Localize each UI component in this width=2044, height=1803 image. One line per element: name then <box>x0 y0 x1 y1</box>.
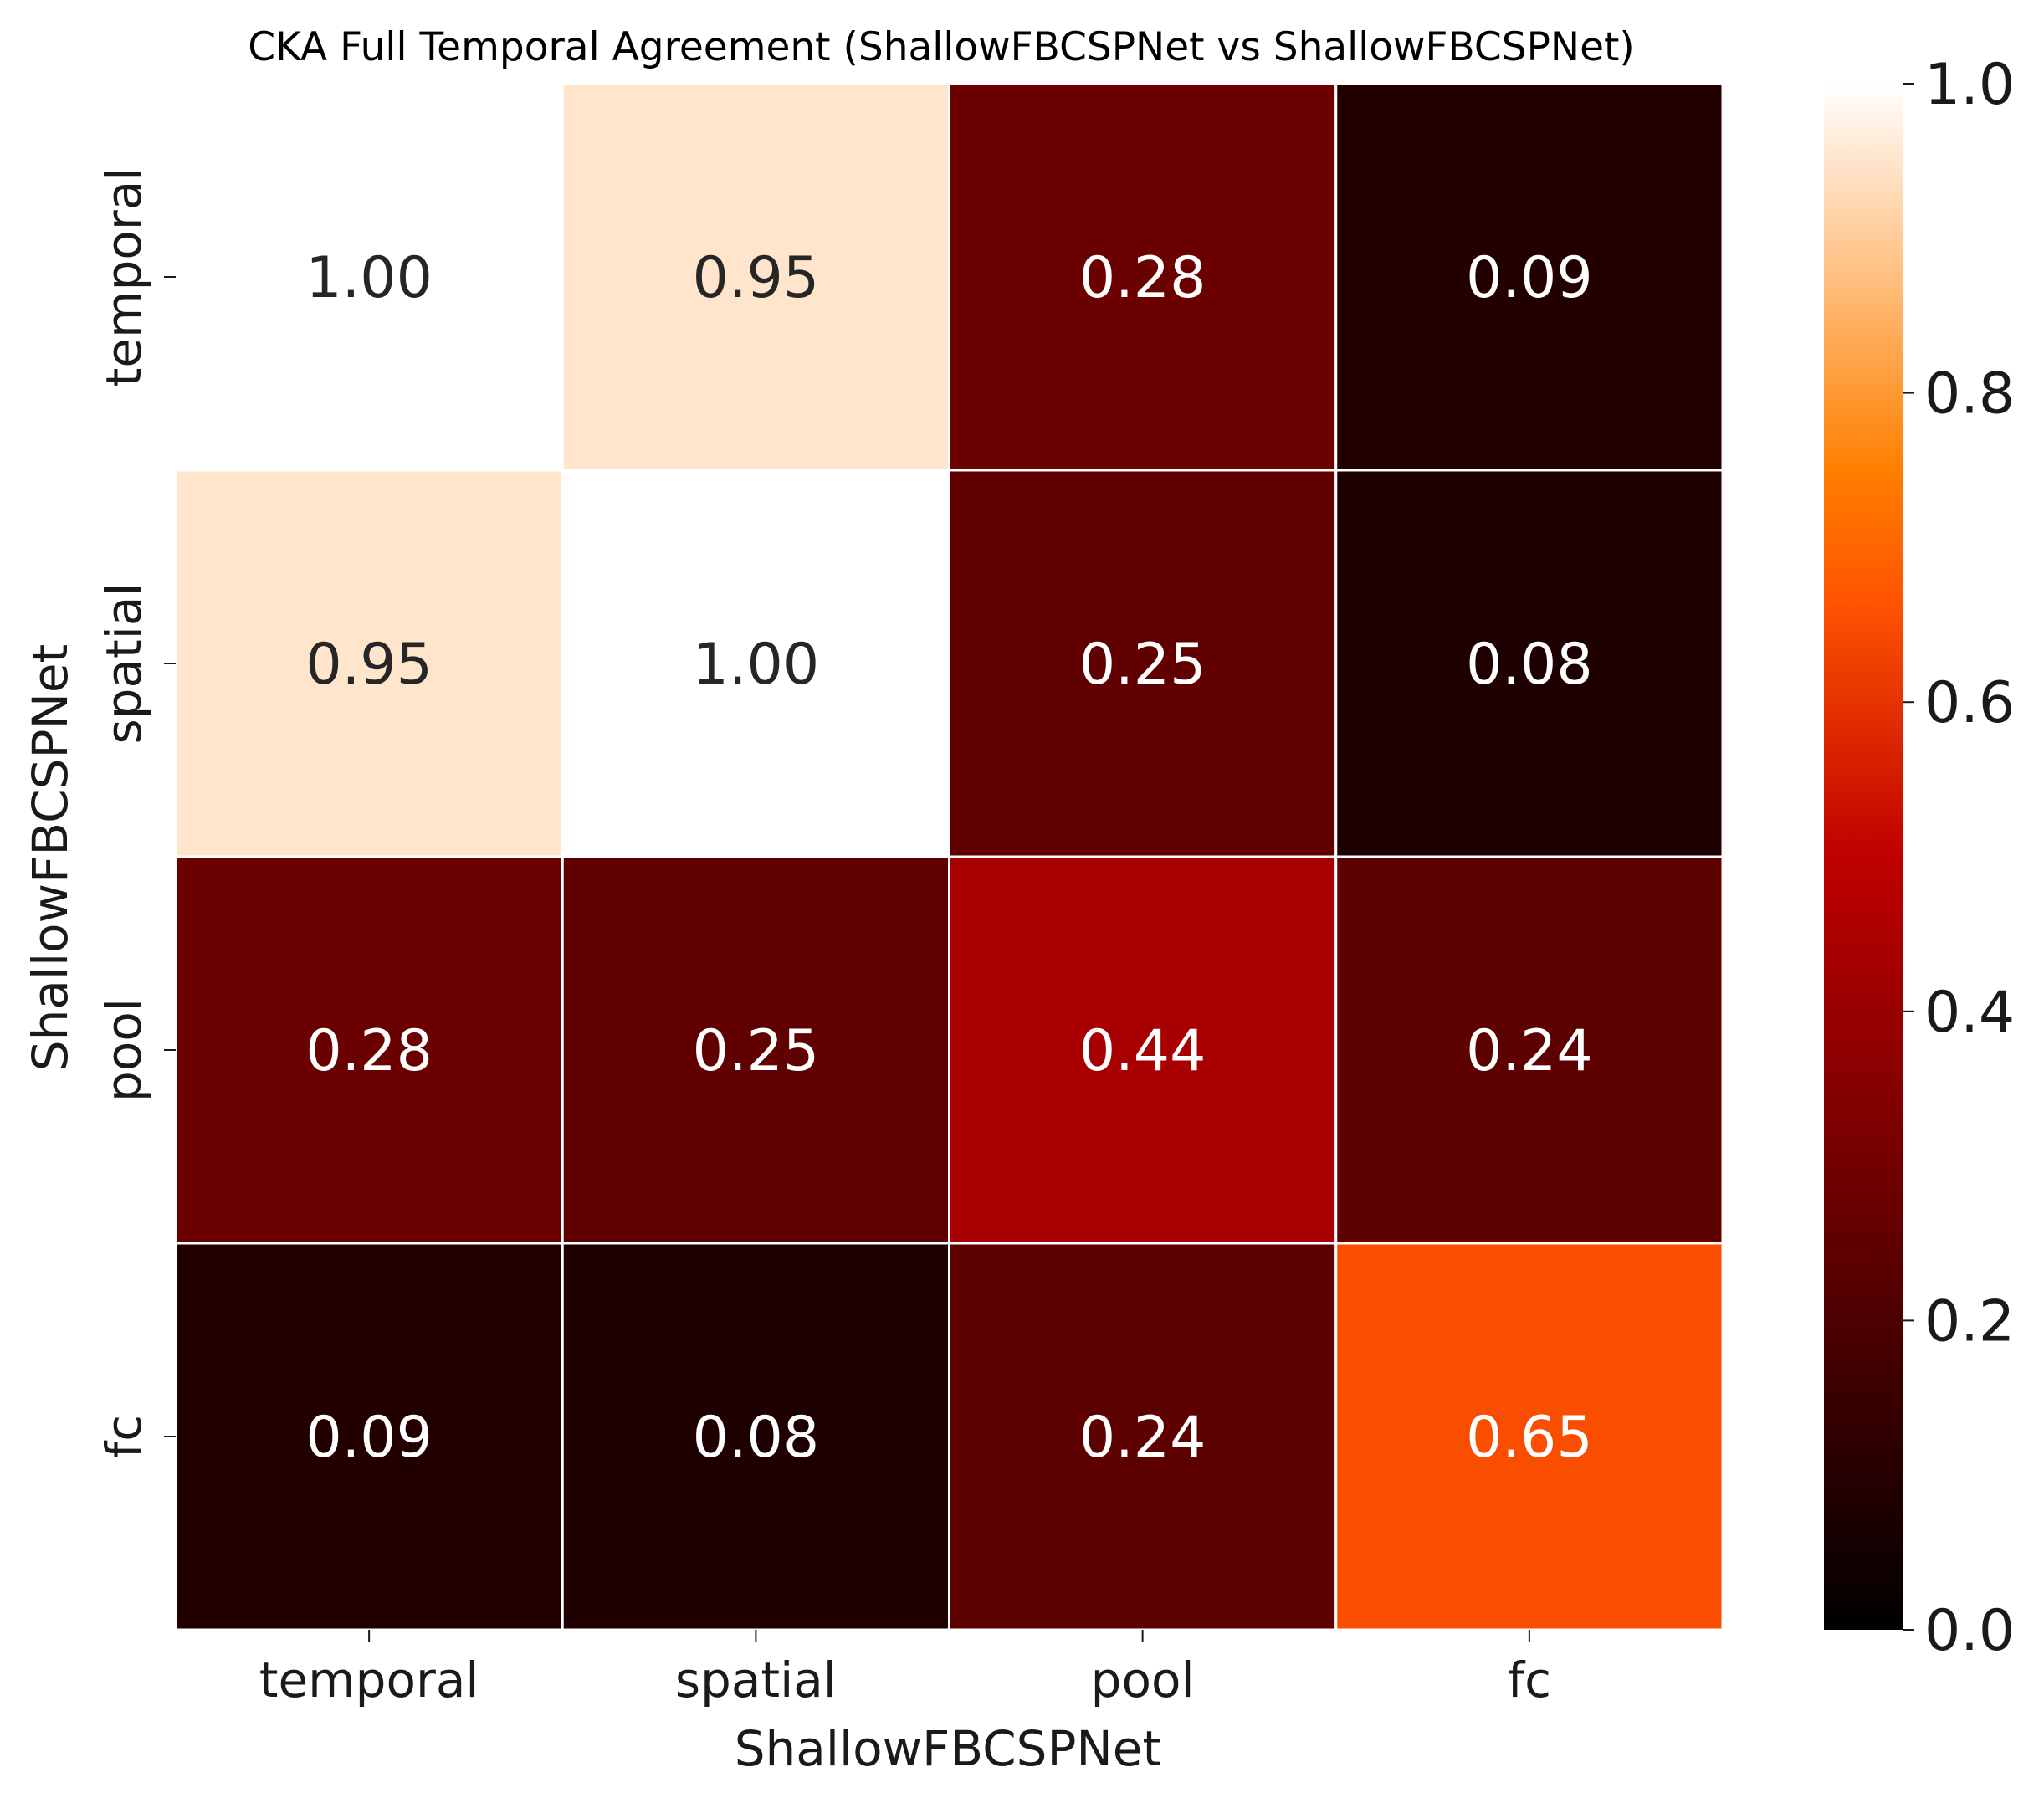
heatmap-cell <box>948 82 1338 472</box>
heatmap-cell <box>174 1242 564 1631</box>
colorbar-tick-label: 1.0 <box>1924 52 2015 118</box>
heatmap-cell <box>948 1242 1338 1631</box>
heatmap-cell <box>561 855 950 1245</box>
x-tick-label: pool <box>1091 1652 1195 1708</box>
heatmap-cell <box>1334 855 1724 1245</box>
cell-value-label: 0.95 <box>693 245 819 311</box>
heatmap-cell <box>174 82 564 472</box>
cell-value-label: 1.00 <box>693 632 819 698</box>
x-tick-label: temporal <box>259 1652 479 1708</box>
colorbar: 0.0 0.2 0.4 0.6 0.8 1.0 <box>1824 52 2015 1664</box>
colorbar-gradient <box>1824 84 1903 1630</box>
cell-value-label: 0.28 <box>305 1018 432 1084</box>
colorbar-tick-label: 0.8 <box>1924 361 2015 428</box>
cell-value-label: 0.08 <box>693 1405 819 1471</box>
cell-value-label: 1.00 <box>305 245 432 311</box>
cell-value-label: 0.65 <box>1466 1405 1592 1471</box>
chart-title: CKA Full Temporal Agreement (ShallowFBCS… <box>248 24 1635 70</box>
heatmap-cell <box>948 469 1338 858</box>
cell-value-label: 0.25 <box>1079 632 1206 698</box>
heatmap-cell <box>174 469 564 858</box>
y-tick-label: fc <box>95 1415 152 1458</box>
colorbar-tick-label: 0.2 <box>1924 1288 2015 1355</box>
x-tick-label: fc <box>1508 1652 1551 1708</box>
heatmap-cell <box>561 1242 950 1631</box>
x-axis-label: ShallowFBCSPNet <box>735 1720 1162 1777</box>
colorbar-tick-label: 0.6 <box>1924 670 2015 736</box>
x-axis-ticks: temporal spatial pool fc <box>259 1630 1551 1708</box>
cell-value-label: 0.08 <box>1466 632 1592 698</box>
cell-value-label: 0.44 <box>1079 1018 1206 1084</box>
colorbar-tick-label: 0.4 <box>1924 980 2015 1046</box>
cell-value-label: 0.25 <box>693 1018 819 1084</box>
cell-value-label: 0.09 <box>1466 245 1592 311</box>
heatmap-cell <box>1334 469 1724 858</box>
y-axis-label: ShallowFBCSPNet <box>22 644 79 1072</box>
y-axis-ticks: temporal spatial pool fc <box>95 167 176 1458</box>
cell-value-label: 0.09 <box>305 1405 432 1471</box>
cell-value-label: 0.24 <box>1079 1405 1206 1471</box>
heatmap-cell <box>561 469 950 858</box>
colorbar-tick-label: 0.0 <box>1924 1598 2015 1664</box>
heatmap-cell <box>1334 1242 1724 1631</box>
y-tick-label: temporal <box>95 167 152 387</box>
y-tick-label: spatial <box>95 582 152 744</box>
heatmap-cell <box>1334 82 1724 472</box>
heatmap-cells: 1.00 0.95 0.28 0.09 0.95 1.00 0.25 0.08 0.28 0.25… <box>174 82 1724 1631</box>
cell-value-label: 0.28 <box>1079 245 1206 311</box>
cell-value-label: 0.24 <box>1466 1018 1592 1084</box>
heatmap-cell <box>561 82 950 472</box>
cell-value-label: 0.95 <box>305 632 432 698</box>
y-tick-label: pool <box>95 998 152 1102</box>
x-tick-label: spatial <box>675 1652 837 1708</box>
